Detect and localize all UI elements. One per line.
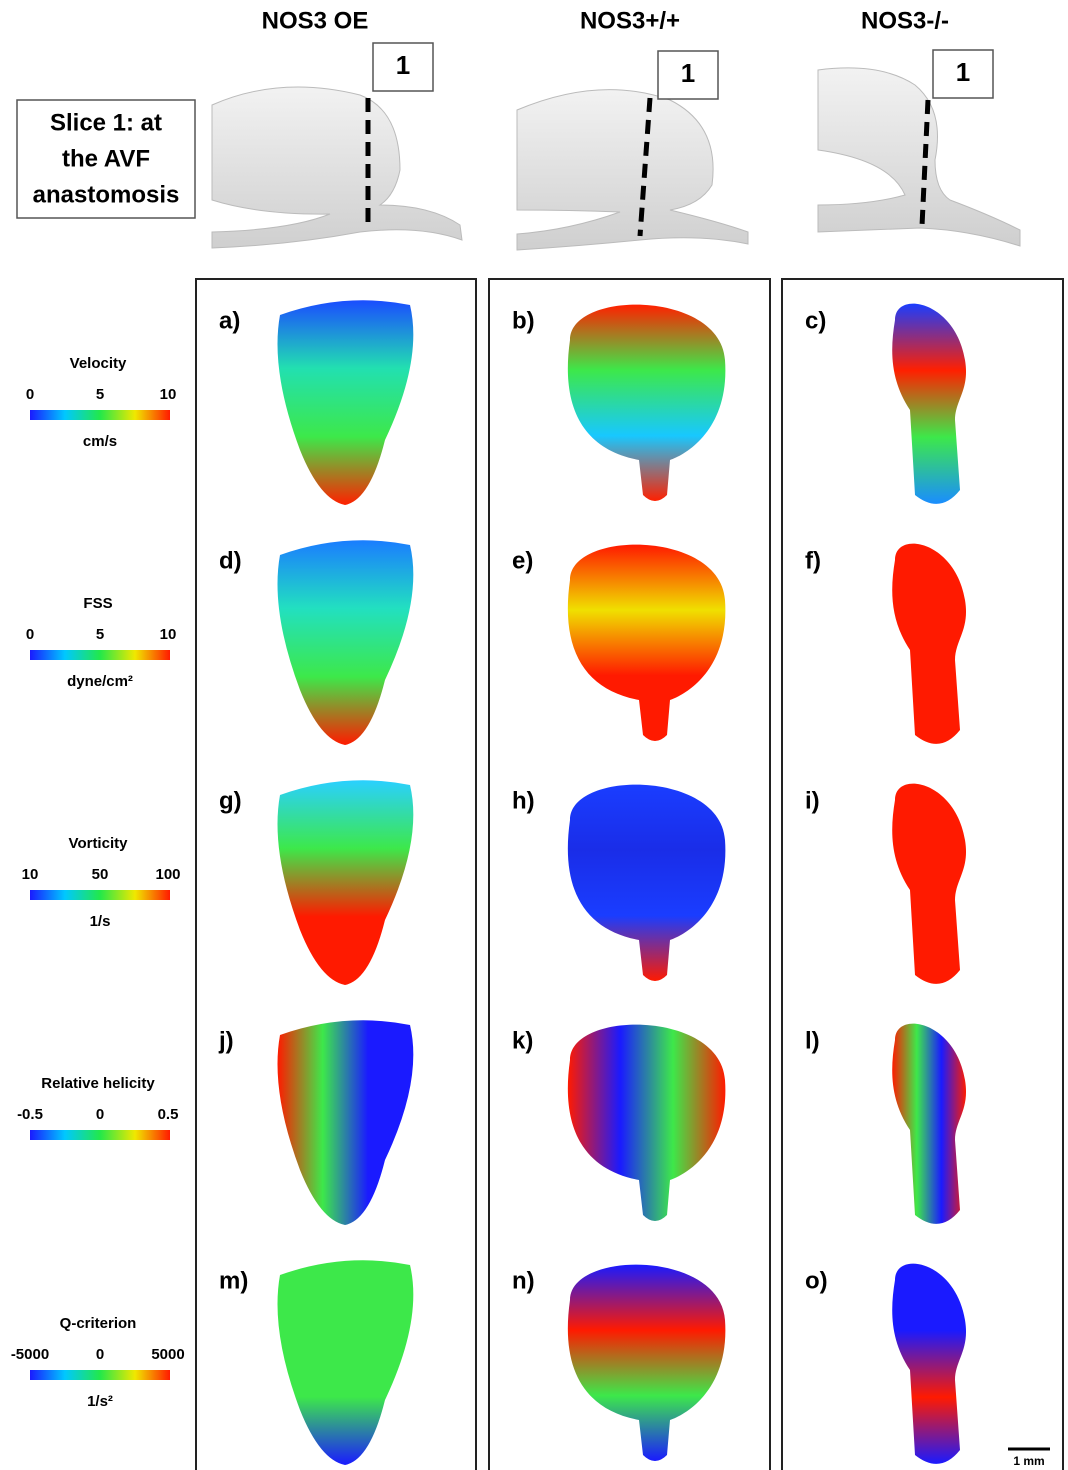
colorbar-tick: 0 — [26, 626, 34, 643]
colorbar-tick: 50 — [92, 866, 109, 883]
quantity-label: Relative helicity — [41, 1075, 155, 1092]
slice-marker: 1 — [956, 57, 970, 87]
column-header: NOS3-/- — [861, 7, 949, 34]
quantity-label: Vorticity — [69, 835, 129, 852]
quantity-label: Q-criterion — [60, 1315, 137, 1332]
panel-label: k) — [512, 1027, 533, 1054]
colorbar — [30, 890, 170, 900]
flow-field — [278, 540, 414, 745]
panel-label: g) — [219, 787, 242, 814]
colorbar — [30, 1370, 170, 1380]
panel-label: m) — [219, 1267, 248, 1294]
colorbar-tick: 5 — [96, 626, 104, 643]
panel-label: b) — [512, 307, 535, 334]
flow-field — [568, 305, 726, 501]
panel-label: e) — [512, 547, 533, 574]
colorbar-tick: 0.5 — [158, 1106, 179, 1123]
flow-field — [278, 780, 414, 985]
flow-field — [892, 544, 966, 744]
flow-field — [568, 785, 726, 981]
flow-field — [892, 1264, 966, 1464]
figure: 1 mm NOS3 OE1NOS3+/+1NOS3-/-1Slice 1: at… — [0, 0, 1068, 1470]
colorbar-tick: 5 — [96, 386, 104, 403]
slice-marker: 1 — [681, 58, 695, 88]
flow-field — [278, 1260, 414, 1465]
flow-field — [568, 1025, 726, 1221]
panel-label: d) — [219, 547, 242, 574]
flow-field — [278, 1020, 414, 1225]
flow-field — [568, 545, 726, 741]
column-header: NOS3 OE — [262, 7, 369, 34]
colorbar — [30, 410, 170, 420]
slice-label: the AVF — [62, 145, 150, 172]
panel-label: i) — [805, 787, 820, 814]
panel-label: n) — [512, 1267, 535, 1294]
colorbar-tick: 10 — [160, 386, 177, 403]
flow-field — [568, 1265, 726, 1461]
panel-label: o) — [805, 1267, 828, 1294]
flow-field — [892, 304, 966, 504]
colorbar — [30, 650, 170, 660]
panel-label: c) — [805, 307, 826, 334]
column-header: NOS3+/+ — [580, 7, 680, 34]
slice-marker: 1 — [396, 50, 410, 80]
slice-label: Slice 1: at — [50, 109, 162, 136]
scale-bar-label: 1 mm — [1013, 1454, 1044, 1468]
colorbar-unit: 1/s² — [87, 1393, 113, 1410]
slice-label: anastomosis — [33, 181, 180, 208]
colorbar-tick: 100 — [155, 866, 180, 883]
colorbar-tick: 10 — [22, 866, 39, 883]
colorbar-tick: 10 — [160, 626, 177, 643]
colorbar-unit: cm/s — [83, 433, 117, 450]
colorbar-unit: dyne/cm² — [67, 673, 133, 690]
quantity-label: Velocity — [70, 355, 127, 372]
colorbar-tick: -0.5 — [17, 1106, 43, 1123]
colorbar-tick: 0 — [96, 1346, 104, 1363]
panel-label: l) — [805, 1027, 820, 1054]
quantity-label: FSS — [83, 595, 112, 612]
colorbar-unit: 1/s — [90, 913, 111, 930]
colorbar-tick: 0 — [26, 386, 34, 403]
flow-field — [892, 784, 966, 984]
colorbar-tick: 0 — [96, 1106, 104, 1123]
flow-field — [892, 1024, 966, 1224]
colorbar-tick: 5000 — [151, 1346, 184, 1363]
scale-bar: 1 mm — [1008, 1449, 1050, 1468]
vessel-models — [212, 68, 1020, 250]
panel-label: a) — [219, 307, 240, 334]
panel-label: h) — [512, 787, 535, 814]
colorbar — [30, 1130, 170, 1140]
panel-label: j) — [218, 1027, 234, 1054]
flow-field — [278, 300, 414, 505]
colorbar-tick: -5000 — [11, 1346, 49, 1363]
panel-label: f) — [805, 547, 821, 574]
